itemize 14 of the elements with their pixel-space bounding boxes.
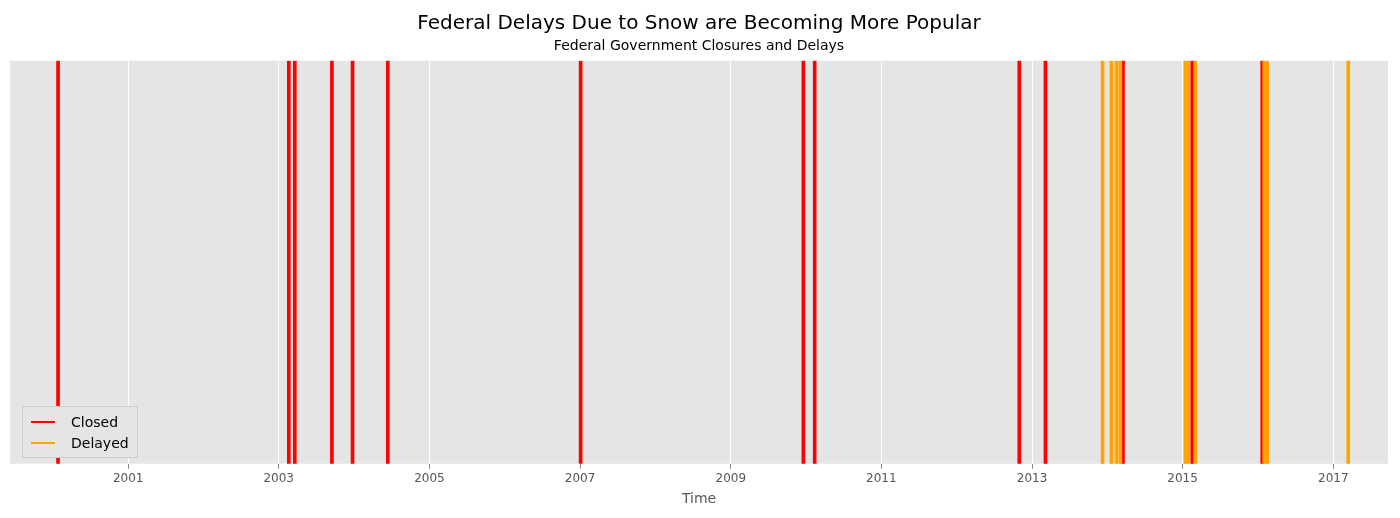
x-tick-label: 2003: [263, 471, 294, 486]
x-tick-label: 2009: [715, 471, 747, 486]
x-tick-label: 2017: [1318, 471, 1349, 486]
legend-label: Closed: [71, 413, 119, 430]
legend-label: Delayed: [71, 434, 129, 451]
x-axis-title: Time: [680, 490, 717, 507]
x-tick-label: 2007: [564, 471, 596, 486]
x-tick-label: 2005: [414, 471, 445, 486]
x-tick-label: 2001: [112, 471, 144, 486]
x-tick-label: 2011: [866, 471, 897, 486]
chart-subtitle: Federal Government Closures and Delays: [553, 37, 845, 54]
x-tick-label: 2015: [1167, 471, 1198, 486]
x-tick-label: 2013: [1016, 471, 1048, 486]
chart-title: Federal Delays Due to Snow are Becoming More Popular: [417, 10, 982, 35]
